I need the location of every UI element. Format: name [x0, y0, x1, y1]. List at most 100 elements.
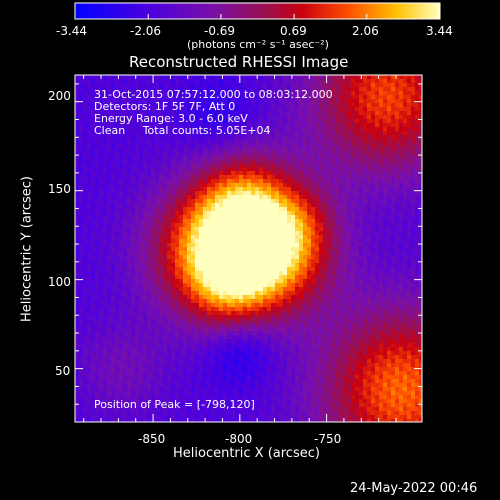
heatmap-cell [419, 259, 422, 264]
heatmap-cell [287, 247, 292, 252]
heatmap-cell [327, 151, 332, 156]
heatmap-cell [183, 263, 188, 268]
heatmap-cell [303, 171, 308, 176]
heatmap-cell [311, 267, 316, 272]
heatmap-cell [347, 283, 352, 288]
heatmap-cell [303, 203, 308, 208]
heatmap-cell [99, 191, 104, 196]
heatmap-cell [95, 159, 100, 164]
heatmap-cell [407, 267, 412, 272]
heatmap-cell [111, 207, 116, 212]
heatmap-cell [307, 287, 312, 292]
heatmap-cell [179, 79, 184, 84]
heatmap-cell [267, 147, 272, 152]
heatmap-cell [91, 219, 96, 224]
heatmap-cell [207, 87, 212, 92]
heatmap-cell [195, 259, 200, 264]
heatmap-cell [155, 167, 160, 172]
heatmap-cell [375, 95, 380, 100]
heatmap-cell [183, 163, 188, 168]
heatmap-cell [259, 83, 264, 88]
heatmap-cell [115, 75, 120, 80]
heatmap-cell [411, 215, 416, 220]
heatmap-cell [135, 287, 140, 292]
heatmap-cell [227, 263, 232, 268]
heatmap-cell [179, 203, 184, 208]
heatmap-cell [259, 275, 264, 280]
heatmap-cell [103, 267, 108, 272]
heatmap-cell [231, 147, 236, 152]
heatmap-cell [387, 279, 392, 284]
heatmap-cell [135, 75, 140, 80]
heatmap-cell [167, 283, 172, 288]
heatmap-cell [179, 95, 184, 100]
heatmap-cell [267, 243, 272, 248]
heatmap-cell [259, 95, 264, 100]
heatmap-cell [171, 199, 176, 204]
heatmap-cell [167, 175, 172, 180]
heatmap-cell [167, 127, 172, 132]
heatmap-cell [279, 95, 284, 100]
heatmap-cell [159, 271, 164, 276]
heatmap-cell [287, 175, 292, 180]
heatmap-cell [339, 211, 344, 216]
heatmap-cell [315, 159, 320, 164]
heatmap-cell [139, 119, 144, 124]
heatmap-cell [375, 243, 380, 248]
heatmap-cell [99, 199, 104, 204]
heatmap-cell [283, 187, 288, 192]
heatmap-cell [323, 199, 328, 204]
heatmap-cell [75, 231, 80, 236]
heatmap-cell [395, 103, 400, 108]
heatmap-cell [407, 263, 412, 268]
heatmap-cell [151, 147, 156, 152]
heatmap-cell [315, 203, 320, 208]
heatmap-cell [199, 247, 204, 252]
heatmap-cell [155, 299, 160, 304]
heatmap-cell [191, 223, 196, 228]
heatmap-cell [247, 111, 252, 116]
heatmap-cell [347, 95, 352, 100]
heatmap-cell [355, 167, 360, 172]
heatmap-cell [195, 131, 200, 136]
heatmap-cell [279, 179, 284, 184]
heatmap-cell [231, 183, 236, 188]
heatmap-cell [215, 263, 220, 268]
heatmap-cell [87, 99, 92, 104]
heatmap-cell [327, 139, 332, 144]
heatmap-cell [115, 231, 120, 236]
heatmap-cell [191, 275, 196, 280]
heatmap-cell [251, 283, 256, 288]
heatmap-cell [199, 87, 204, 92]
heatmap-cell [223, 223, 228, 228]
heatmap-cell [239, 239, 244, 244]
heatmap-cell [331, 291, 336, 296]
heatmap-cell [187, 247, 192, 252]
heatmap-cell [283, 207, 288, 212]
heatmap-cell [263, 103, 268, 108]
heatmap-cell [95, 247, 100, 252]
heatmap-cell [223, 171, 228, 176]
heatmap-cell [355, 271, 360, 276]
heatmap-cell [355, 87, 360, 92]
heatmap-cell [303, 139, 308, 144]
heatmap-cell [255, 79, 260, 84]
heatmap-cell [255, 139, 260, 144]
heatmap-cell [131, 91, 136, 96]
heatmap-cell [335, 263, 340, 268]
heatmap-cell [307, 247, 312, 252]
heatmap-cell [155, 259, 160, 264]
heatmap-cell [371, 167, 376, 172]
heatmap-cell [383, 79, 388, 84]
heatmap-cell [275, 167, 280, 172]
heatmap-cell [187, 271, 192, 276]
heatmap-cell [335, 103, 340, 108]
heatmap-cell [315, 107, 320, 112]
heatmap-cell [227, 123, 232, 128]
heatmap-cell [235, 211, 240, 216]
heatmap-cell [231, 115, 236, 120]
heatmap-cell [407, 171, 412, 176]
heatmap-cell [399, 107, 404, 112]
heatmap-cell [331, 263, 336, 268]
heatmap-cell [107, 75, 112, 80]
